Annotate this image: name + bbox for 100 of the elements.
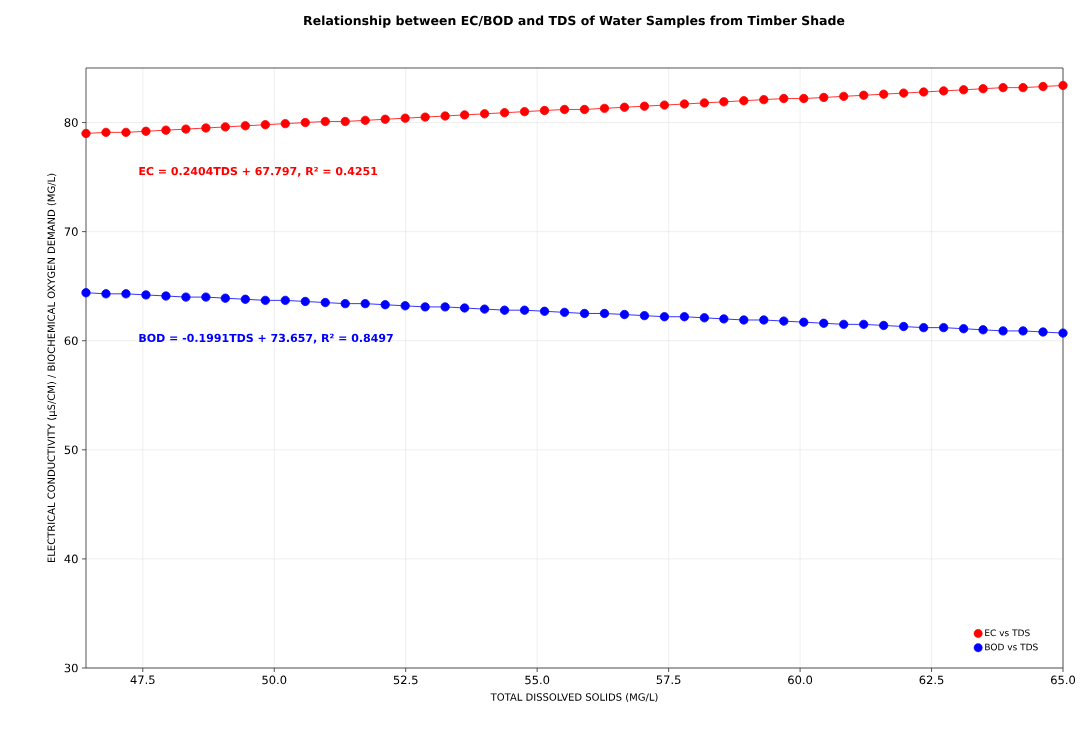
- point: [320, 297, 330, 308]
- point: [919, 87, 929, 97]
- point: [779, 93, 789, 104]
- x-tick-label: 65.0: [1051, 675, 1076, 685]
- point: [719, 314, 729, 324]
- point: [340, 299, 350, 309]
- point: [619, 309, 630, 320]
- point: [1018, 83, 1028, 93]
- y-tick-label: 50: [64, 445, 78, 455]
- point: [719, 97, 729, 107]
- point: [699, 313, 709, 323]
- point: [659, 100, 670, 110]
- point: [81, 288, 91, 298]
- point: [959, 324, 969, 334]
- x-tick-label: 60.0: [788, 675, 813, 685]
- point: [519, 107, 530, 117]
- point: [619, 102, 630, 112]
- y-axis-title: ELECTRICAL CONDUCTIVITY (µS/CM) / BIOCHEMICAL OXYGEN DEMAND (MG/L): [47, 173, 57, 563]
- point: [599, 103, 610, 113]
- point: [260, 295, 270, 305]
- point: [799, 93, 809, 104]
- point: [879, 89, 889, 99]
- point: [998, 326, 1008, 336]
- x-tick-label: 47.5: [130, 675, 155, 685]
- x-tick-label: 52.5: [393, 675, 418, 685]
- point: [360, 299, 370, 309]
- point: [360, 115, 370, 125]
- point: [539, 306, 550, 316]
- point: [939, 86, 949, 96]
- point: [300, 296, 310, 307]
- point: [978, 84, 988, 94]
- annotation: EC = 0.2404TDS + 67.797, R² = 0.4251: [139, 166, 378, 177]
- point: [819, 92, 829, 103]
- point: [499, 305, 510, 315]
- point: [779, 316, 789, 326]
- legend-label: EC vs TDS: [985, 629, 1030, 637]
- point: [201, 292, 211, 302]
- point: [879, 320, 889, 331]
- point: [161, 125, 171, 135]
- point: [121, 289, 131, 299]
- point: [101, 289, 111, 299]
- point: [739, 315, 749, 325]
- x-tick-label: 50.0: [262, 675, 287, 685]
- point: [420, 302, 430, 312]
- point: [799, 317, 809, 327]
- point: [161, 291, 171, 301]
- point: [939, 323, 949, 333]
- point: [859, 319, 869, 329]
- point: [1038, 81, 1048, 92]
- point: [141, 290, 151, 300]
- point: [479, 109, 490, 119]
- point: [1018, 326, 1028, 336]
- point: [959, 85, 969, 95]
- point: [240, 121, 250, 131]
- point: [759, 315, 769, 325]
- point: [101, 127, 111, 137]
- x-tick-label: 55.0: [525, 675, 550, 685]
- point: [998, 83, 1008, 93]
- y-tick-label: 80: [64, 118, 78, 127]
- y-tick-label: 40: [64, 554, 78, 564]
- point: [181, 292, 191, 302]
- point: [679, 312, 690, 322]
- point: [539, 105, 550, 116]
- point: [380, 300, 390, 310]
- point: [659, 312, 670, 322]
- point: [340, 116, 350, 127]
- point: [639, 311, 650, 321]
- point: [320, 116, 330, 127]
- x-axis-title: TOTAL DISSOLVED SOLIDS (MG/L): [490, 693, 658, 702]
- x-tick-label: 57.5: [656, 675, 681, 685]
- point: [699, 98, 709, 108]
- point: [839, 91, 849, 101]
- y-tick-label: 70: [64, 227, 78, 236]
- point: [1058, 328, 1068, 338]
- legend-label: BOD vs TDS: [985, 643, 1038, 651]
- point: [839, 319, 849, 329]
- point: [380, 114, 390, 124]
- point: [919, 323, 929, 333]
- point: [220, 293, 230, 303]
- point: [400, 113, 410, 123]
- point: [899, 321, 909, 332]
- point: [739, 96, 749, 106]
- point: [579, 104, 590, 115]
- point: [260, 120, 270, 130]
- point: [220, 122, 230, 132]
- point: [121, 127, 131, 137]
- point: [440, 302, 450, 312]
- point: [579, 308, 590, 319]
- point: [280, 119, 290, 129]
- point: [1038, 327, 1048, 337]
- point: [559, 307, 570, 317]
- point: [440, 111, 450, 121]
- x-tick-label: 62.5: [919, 675, 944, 685]
- point: [81, 128, 91, 139]
- point: [819, 318, 829, 328]
- point: [460, 110, 470, 120]
- point: [141, 126, 151, 136]
- y-tick-label: 30: [64, 663, 78, 673]
- chart-title: Relationship between EC/BOD and TDS of Water Samples from Timber Shade: [304, 15, 845, 28]
- point: [639, 101, 650, 111]
